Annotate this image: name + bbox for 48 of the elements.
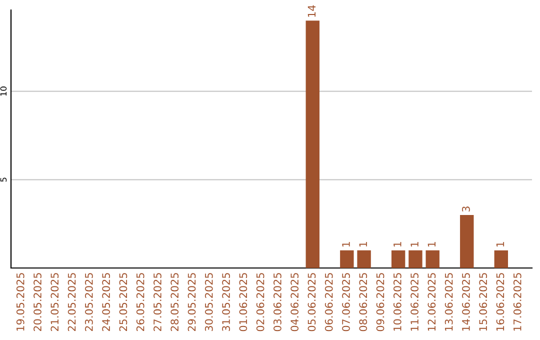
x-tick-label: 19.05.2025: [16, 273, 24, 331]
bar: [408, 250, 422, 268]
x-tick-label: 07.06.2025: [342, 273, 350, 332]
data-label: 14: [308, 5, 316, 17]
data-label: 1: [359, 242, 367, 247]
x-tick-label: 13.06.2025: [444, 273, 453, 331]
x-tick-label: 09.06.2025: [376, 273, 384, 332]
bar: [494, 250, 508, 268]
x-tick-label: 31.05.2025: [222, 273, 230, 332]
x-tick-label: 28.05.2025: [170, 273, 179, 332]
bar: [357, 250, 371, 268]
data-label: 1: [394, 242, 402, 247]
x-tick-label: 04.06.2025: [290, 273, 299, 332]
x-tick-label: 26.05.2025: [136, 273, 144, 332]
x-tick-label: 05.06.2025: [308, 273, 316, 332]
x-tick-label: 11.06.2025: [410, 273, 418, 331]
x-tick-label: 02.06.2025: [256, 273, 264, 332]
x-tick-label: 01.06.2025: [239, 273, 248, 332]
x-tick-label: 21.05.2025: [50, 273, 59, 332]
data-label: 1: [342, 242, 350, 247]
x-tick-label: 24.05.2025: [102, 273, 110, 332]
y-tick-label: 10: [0, 86, 7, 96]
x-tick-label: 08.06.2025: [359, 273, 368, 332]
x-tick-label: 14.06.2025: [462, 273, 470, 331]
x-tick-label: 27.05.2025: [154, 273, 162, 332]
x-tick-label: 25.05.2025: [119, 273, 128, 332]
x-tick-label: 10.06.2025: [393, 273, 402, 331]
x-tick-label: 12.06.2025: [428, 273, 436, 331]
data-label: 1: [496, 242, 504, 247]
data-label: 3: [462, 206, 470, 212]
x-tick-label: 29.05.2025: [188, 273, 196, 332]
bar: [460, 214, 474, 268]
bar: [426, 250, 440, 268]
x-tick-label: 20.05.2025: [34, 273, 42, 332]
x-tick-label: 03.06.2025: [274, 273, 282, 332]
bar: [391, 250, 406, 268]
x-tick-label: 15.06.2025: [479, 273, 488, 331]
x-tick-label: 06.06.2025: [324, 273, 333, 332]
bar: [306, 20, 320, 268]
x-tick-label: 30.05.2025: [204, 273, 213, 332]
x-tick-label: 23.05.2025: [84, 273, 93, 332]
data-label: 1: [410, 242, 418, 247]
x-tick-label: 16.06.2025: [496, 273, 504, 331]
x-tick-label: 17.06.2025: [513, 273, 522, 331]
data-label: 1: [428, 242, 436, 247]
x-tick-label: 22.05.2025: [68, 273, 76, 332]
y-tick-label: 5: [0, 178, 7, 182]
bar: [340, 250, 354, 268]
